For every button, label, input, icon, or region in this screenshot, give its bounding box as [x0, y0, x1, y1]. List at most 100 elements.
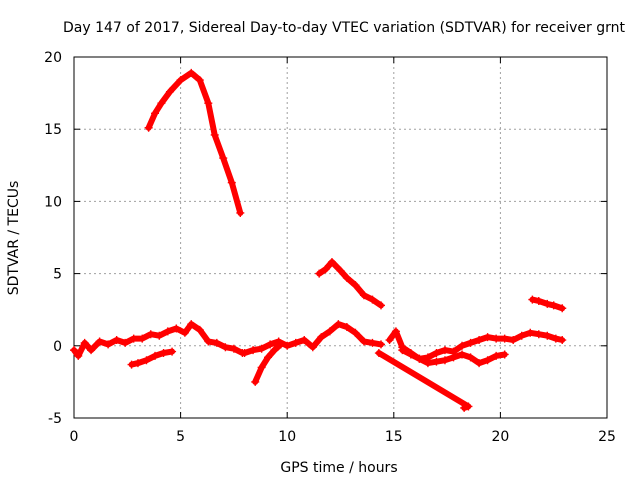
chart-title: Day 147 of 2017, Sidereal Day-to-day VTE… [63, 20, 625, 36]
data-point [276, 340, 285, 349]
data-point [315, 269, 324, 278]
data-point [112, 336, 121, 345]
series-arc-mid [315, 258, 386, 310]
data-point [466, 338, 475, 347]
y-tick-label: 10 [44, 194, 62, 210]
data-point [127, 360, 136, 369]
data-point [483, 356, 492, 365]
data-point [368, 338, 377, 347]
data-point [163, 327, 172, 336]
data-point [558, 336, 567, 345]
series-base-3 [240, 320, 386, 358]
data-point [325, 327, 334, 336]
data-point [317, 333, 326, 342]
data-point [374, 349, 383, 358]
data-point [517, 331, 526, 340]
series-trace [71, 321, 246, 359]
data-point [159, 349, 168, 358]
data-point [121, 338, 130, 347]
data-point [155, 331, 164, 340]
data-point [180, 328, 189, 337]
data-point [327, 258, 336, 267]
data-point [334, 320, 343, 329]
data-point [240, 349, 249, 358]
plot-frame [73, 56, 608, 419]
series-base-6 [398, 346, 509, 368]
y-tick-label: 0 [53, 339, 62, 355]
x-tick-label: 0 [70, 429, 79, 445]
data-point [391, 327, 400, 336]
data-point [543, 299, 552, 308]
data-point [266, 340, 275, 349]
series-arc-right [528, 295, 567, 313]
data-point [236, 208, 245, 217]
data-point [138, 334, 147, 343]
x-tick-label: 25 [598, 429, 616, 445]
data-point [526, 328, 535, 337]
data-point [534, 330, 543, 339]
x-tick-label: 5 [176, 429, 185, 445]
data-point [368, 295, 377, 304]
data-point [146, 330, 155, 339]
series-trace [145, 69, 244, 216]
y-tick-label: -5 [48, 411, 62, 427]
data-point [464, 402, 473, 411]
series-outliers [374, 349, 473, 412]
data-point [483, 333, 492, 342]
data-point [187, 320, 196, 329]
data-point [104, 340, 113, 349]
data-point [558, 304, 567, 313]
x-tick-label: 10 [278, 429, 296, 445]
data-point [229, 344, 238, 353]
data-point [460, 403, 469, 412]
data-point [219, 154, 228, 163]
data-point [300, 336, 309, 345]
data-point [458, 350, 467, 359]
x-tick-label: 20 [491, 429, 509, 445]
data-point [168, 347, 177, 356]
x-tick-label: 15 [385, 429, 403, 445]
data-point [336, 266, 345, 275]
data-point [210, 130, 219, 139]
data-point [342, 323, 351, 332]
data-point [129, 334, 138, 343]
data-point [172, 324, 181, 333]
data-point [500, 350, 509, 359]
data-point [534, 297, 543, 306]
series-base-4 [251, 340, 285, 386]
series-arc-high [144, 68, 245, 217]
data-point [133, 359, 142, 368]
data-point [291, 338, 300, 347]
data-point [204, 337, 213, 346]
data-point [543, 331, 552, 340]
data-point [264, 353, 273, 362]
data-point [257, 344, 266, 353]
data-point [440, 356, 449, 365]
data-point [432, 349, 441, 358]
data-point [142, 356, 151, 365]
data-point [95, 337, 104, 346]
data-point [377, 340, 386, 349]
data-point [157, 99, 166, 108]
y-tick-label: 20 [44, 50, 62, 66]
data-point [440, 346, 449, 355]
data-point [74, 351, 83, 360]
data-point [270, 346, 279, 355]
data-marks [70, 68, 567, 412]
data-point [398, 346, 407, 355]
data-point [80, 338, 89, 347]
data-point [187, 68, 196, 77]
series-base-1 [70, 320, 247, 360]
data-point [466, 353, 475, 362]
data-point [351, 328, 360, 337]
data-point [151, 109, 160, 118]
data-point [492, 351, 501, 360]
data-point [509, 336, 518, 345]
data-point [423, 359, 432, 368]
data-point [475, 336, 484, 345]
data-point [283, 341, 292, 350]
data-point [165, 87, 174, 96]
data-point [70, 346, 78, 355]
series-base-2 [127, 347, 177, 369]
